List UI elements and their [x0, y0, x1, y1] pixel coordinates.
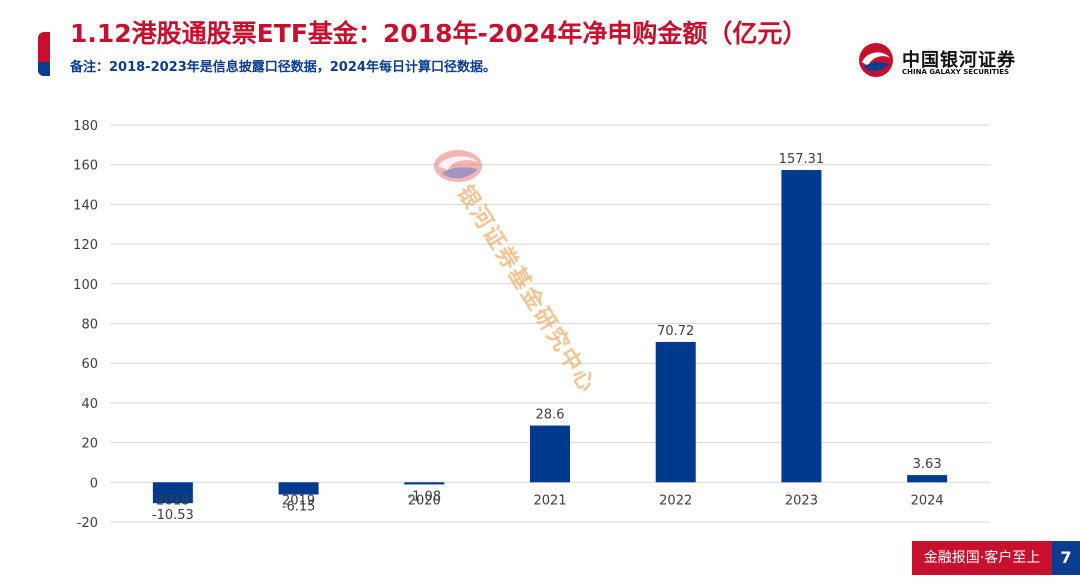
bar-2022	[655, 341, 696, 483]
chart-bars	[152, 170, 948, 504]
y-tick-label: 0	[90, 476, 98, 491]
y-tick-label: 60	[81, 357, 98, 372]
brand-name-en: CHINA GALAXY SECURITIES	[902, 68, 1010, 76]
bar-2024	[907, 475, 948, 483]
y-tick-label: 180	[73, 119, 98, 134]
data-label: 28.6	[536, 408, 565, 423]
page-number: 7	[1052, 541, 1080, 575]
x-tick-label: 2024	[911, 493, 944, 508]
galaxy-logo-icon	[859, 43, 893, 77]
y-tick-label: 120	[73, 238, 98, 253]
data-label: -10.53	[152, 508, 194, 523]
y-tick-label: 100	[73, 278, 98, 293]
y-tick-label: 20	[81, 437, 98, 452]
chart-data-labels: -10.53 -6.15 -1.08 28.6 70.72 157.31 3.63	[152, 152, 942, 523]
watermark-galaxy-icon	[434, 150, 482, 182]
y-tick-label: 40	[81, 397, 98, 412]
bar-2020	[404, 482, 445, 485]
bar-2023	[781, 170, 822, 483]
x-tick-label: 2019	[282, 493, 315, 508]
watermark-logo	[432, 148, 484, 188]
footer-slogan: 金融报国·客户至上	[912, 541, 1052, 575]
x-tick-label: 2020	[408, 493, 441, 508]
bar-2018	[152, 482, 193, 504]
y-tick-label: 80	[81, 318, 98, 333]
chart-y-axis: -20 0 20 40 60 80 100 120 140 160 180	[73, 119, 98, 531]
data-label: 157.31	[779, 152, 825, 167]
title-accent-bar	[38, 32, 50, 76]
page-note: 备注：2018-2023年是信息披露口径数据，2024年每日计算口径数据。	[70, 60, 496, 75]
x-tick-label: 2018	[156, 493, 189, 508]
x-tick-label: 2022	[659, 493, 692, 508]
y-tick-label: 140	[73, 198, 98, 213]
data-label: -1.08	[407, 489, 441, 504]
y-tick-label: -20	[77, 516, 98, 531]
bar-2021	[530, 425, 570, 483]
x-tick-label: 2023	[785, 493, 818, 508]
chart-x-axis: 2018 2019 2020 2021 2022 2023 2024	[156, 493, 943, 508]
brand-logo: 中国银河证券 CHINA GALAXY SECURITIES	[856, 40, 1016, 80]
data-label: 3.63	[913, 457, 942, 472]
x-tick-label: 2021	[533, 493, 566, 508]
data-label: -6.15	[282, 500, 316, 515]
brand-name-cn: 中国银河证券	[902, 50, 1016, 71]
y-tick-label: 160	[73, 159, 98, 174]
bar-2019	[278, 482, 319, 495]
data-label: 70.72	[657, 324, 694, 339]
page-title: 1.12港股通股票ETF基金：2018年-2024年净申购金额（亿元）	[70, 19, 808, 48]
